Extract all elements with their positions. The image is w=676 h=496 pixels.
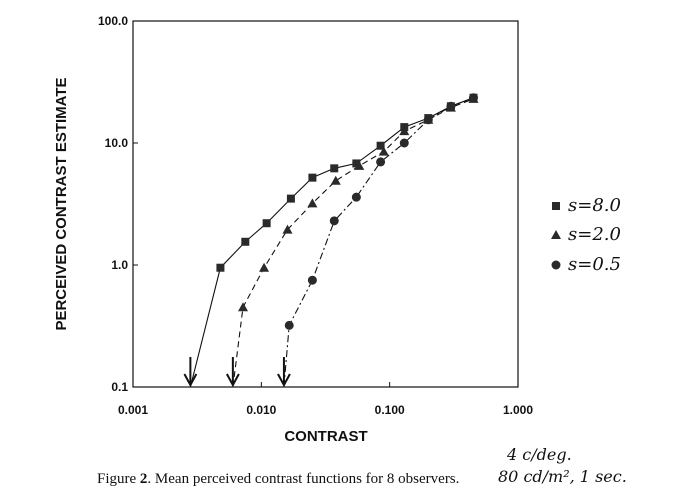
data-point-square [241,237,250,246]
data-point-square [376,141,385,150]
y-axis-title: PERCEIVED CONTRAST ESTIMATE [53,77,70,330]
x-tick-label: 1.000 [503,403,533,417]
data-point-circle [351,192,361,202]
data-point-triangle [378,146,389,156]
axis-ticks: 0.001 0.010 0.100 1.000 0.1 1.0 10.0 100.0 [98,14,533,417]
data-point-square [216,263,225,272]
annotation-luminance: 80 cd/m², 1 sec. [498,467,627,486]
x-tick-label: 0.100 [375,403,405,417]
data-point-circle [468,93,478,103]
legend-marker-square [552,202,560,210]
legend-label: s=8.0 [568,195,621,216]
caption-text: Mean perceived contrast functions for 8 … [155,471,459,487]
y-tick-label: 100.0 [98,14,128,28]
legend-marker-circle [551,260,561,270]
data-point-square [308,173,317,182]
data-point-square [286,194,295,203]
data-point-square [262,219,271,228]
threshold-arrows [183,357,291,388]
series-lines [189,97,474,388]
data-point-circle [307,275,317,285]
legend-marker-triangle [551,230,561,239]
caption-number: 2 [140,471,148,487]
data-point-square [352,159,361,168]
data-point-triangle [307,198,318,208]
y-tick-label: 10.0 [105,136,129,150]
threshold-arrow-head [225,373,240,388]
y-tick-label: 1.0 [111,258,128,272]
data-point-triangle [238,302,249,312]
series-line-circle [283,97,474,388]
data-point-circle [329,216,339,226]
x-tick-label: 0.001 [118,403,148,417]
y-tick-label: 0.1 [111,380,128,394]
threshold-arrow-head [277,373,291,388]
data-point-triangle [354,160,365,170]
legend: s=8.0 s=2.0 s=0.5 [551,195,621,275]
caption-label: Figure [97,471,137,487]
data-point-circle [399,138,409,148]
x-axis-title: CONTRAST [284,428,367,445]
data-point-triangle [330,175,341,185]
data-point-circle [376,157,386,167]
x-tick-label: 0.010 [246,403,276,417]
data-point-circle [284,320,294,330]
data-point-circle [423,115,433,125]
annotation-frequency: 4 c/deg. [506,445,572,464]
legend-label: s=0.5 [568,254,621,275]
plot-area [132,20,519,388]
data-point-triangle [282,224,293,234]
data-point-square [330,164,339,173]
legend-label: s=2.0 [568,224,621,245]
series-line-square [189,97,474,388]
figure-caption: Figure 2. Mean perceived contrast functi… [97,471,459,487]
data-point-triangle [259,262,270,272]
series-markers [216,93,479,330]
threshold-arrow-head [183,373,198,388]
data-point-triangle [399,126,410,136]
data-point-circle [446,101,456,111]
series-line-triangle [232,98,474,388]
